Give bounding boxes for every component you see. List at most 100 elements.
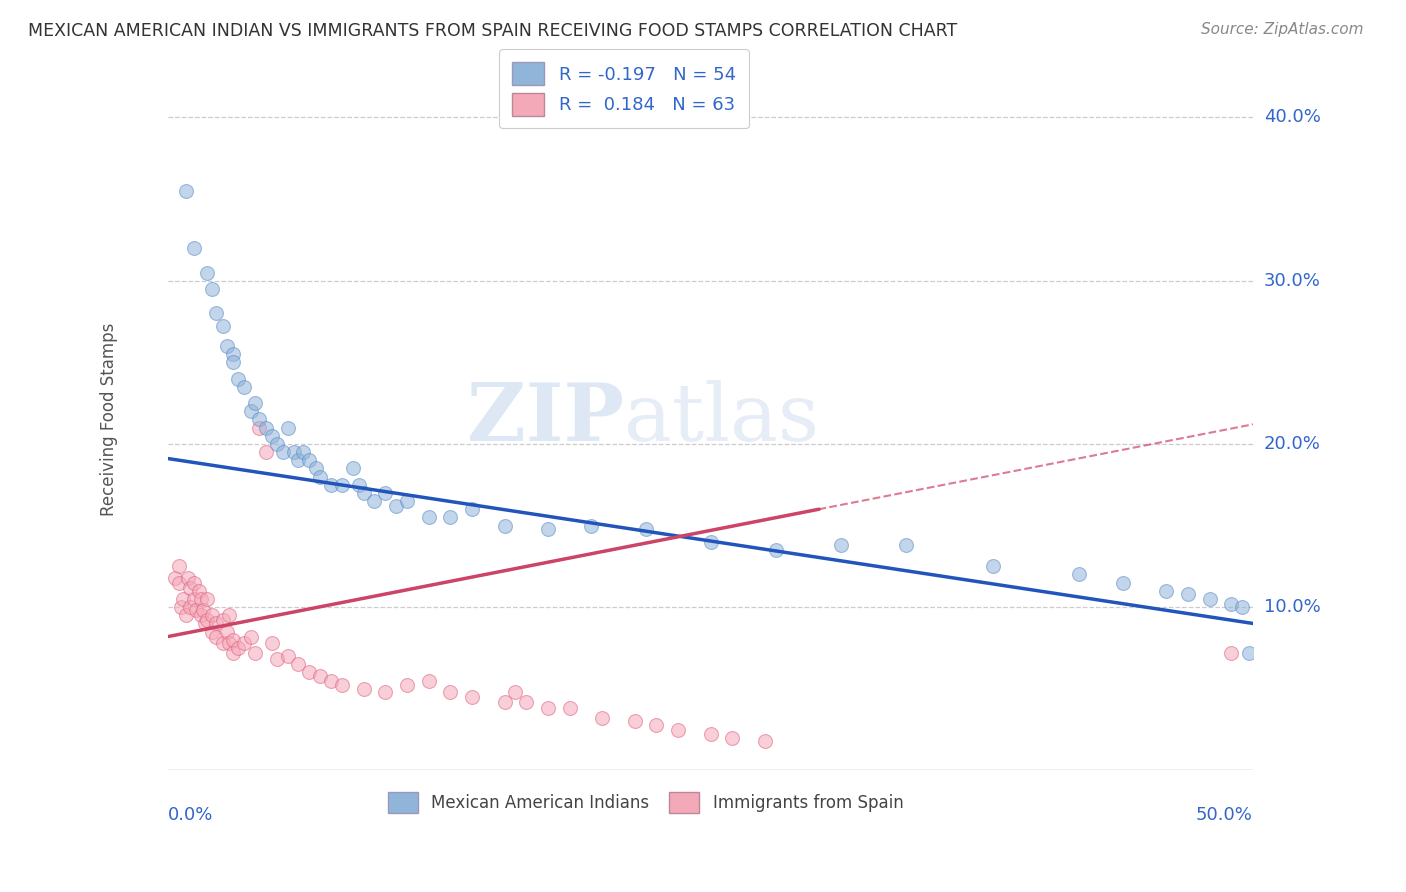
Point <box>195 266 218 280</box>
Point <box>183 241 205 255</box>
Text: Source: ZipAtlas.com: Source: ZipAtlas.com <box>1201 22 1364 37</box>
Point <box>179 600 201 615</box>
Point <box>205 616 228 631</box>
Point <box>634 522 657 536</box>
Point <box>830 538 852 552</box>
Point <box>347 477 370 491</box>
Point <box>309 469 332 483</box>
Point <box>172 591 194 606</box>
Point <box>363 494 385 508</box>
Point <box>330 477 353 491</box>
Point <box>243 646 266 660</box>
Point <box>218 636 240 650</box>
Point <box>754 734 776 748</box>
Point <box>319 477 342 491</box>
Point <box>190 591 212 606</box>
Point <box>291 445 314 459</box>
Point <box>247 412 270 426</box>
Point <box>385 499 408 513</box>
Point <box>177 571 200 585</box>
Point <box>287 453 309 467</box>
Text: 40.0%: 40.0% <box>1264 109 1320 127</box>
Point <box>195 591 218 606</box>
Point <box>353 681 375 696</box>
Point <box>623 714 645 729</box>
Point <box>183 575 205 590</box>
Point <box>330 678 353 692</box>
Point <box>494 518 516 533</box>
Point <box>765 543 787 558</box>
Point <box>1198 591 1220 606</box>
Point <box>277 649 299 664</box>
Point <box>439 685 461 699</box>
Point <box>271 445 294 459</box>
Point <box>266 652 288 666</box>
Point <box>439 510 461 524</box>
Point <box>395 494 418 508</box>
Point <box>666 723 689 737</box>
Point <box>537 522 560 536</box>
Point <box>226 371 249 385</box>
Text: 30.0%: 30.0% <box>1264 272 1320 290</box>
Point <box>205 306 228 320</box>
Point <box>191 603 214 617</box>
Point <box>222 355 245 369</box>
Point <box>163 571 186 585</box>
Point <box>222 347 245 361</box>
Point <box>1237 646 1260 660</box>
Point <box>215 339 238 353</box>
Point <box>461 690 484 704</box>
Point <box>211 636 233 650</box>
Point <box>894 538 917 552</box>
Text: 20.0%: 20.0% <box>1264 435 1320 453</box>
Text: 50.0%: 50.0% <box>1197 806 1253 824</box>
Point <box>319 673 342 688</box>
Point <box>461 502 484 516</box>
Text: 10.0%: 10.0% <box>1264 599 1320 616</box>
Point <box>283 445 305 459</box>
Point <box>515 695 537 709</box>
Point <box>1069 567 1091 582</box>
Point <box>174 184 197 198</box>
Point <box>374 685 396 699</box>
Point <box>190 608 212 623</box>
Point <box>374 486 396 500</box>
Point <box>645 717 668 731</box>
Point <box>194 616 217 631</box>
Point <box>201 282 224 296</box>
Point <box>1112 575 1135 590</box>
Point <box>226 640 249 655</box>
Point <box>591 711 613 725</box>
Point <box>167 559 190 574</box>
Point <box>239 630 262 644</box>
Point <box>287 657 309 672</box>
Point <box>309 668 332 682</box>
Point <box>721 731 744 745</box>
Point <box>218 608 240 623</box>
Point <box>505 685 527 699</box>
Point <box>418 673 440 688</box>
Point <box>537 701 560 715</box>
Point <box>195 613 218 627</box>
Point <box>395 678 418 692</box>
Point <box>1154 583 1177 598</box>
Point <box>1220 597 1243 611</box>
Point <box>1177 587 1199 601</box>
Point <box>699 534 721 549</box>
Point <box>494 695 516 709</box>
Text: ZIP: ZIP <box>467 380 624 458</box>
Point <box>298 453 321 467</box>
Point <box>179 581 201 595</box>
Point <box>201 608 224 623</box>
Text: MEXICAN AMERICAN INDIAN VS IMMIGRANTS FROM SPAIN RECEIVING FOOD STAMPS CORRELATI: MEXICAN AMERICAN INDIAN VS IMMIGRANTS FR… <box>28 22 957 40</box>
Point <box>558 701 581 715</box>
Point <box>262 429 284 443</box>
Point <box>243 396 266 410</box>
Point <box>298 665 321 680</box>
Point <box>239 404 262 418</box>
Text: atlas: atlas <box>624 380 818 458</box>
Point <box>353 486 375 500</box>
Point <box>233 380 256 394</box>
Point <box>266 437 288 451</box>
Legend: Mexican American Indians, Immigrants from Spain: Mexican American Indians, Immigrants fro… <box>380 783 911 822</box>
